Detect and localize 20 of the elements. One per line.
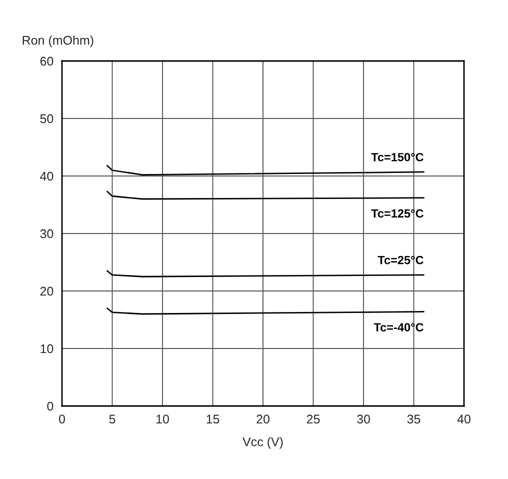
- x-tick-label: 20: [256, 414, 270, 424]
- line-series: [106, 190, 424, 200]
- x-axis-title: Vcc (V): [242, 437, 283, 449]
- x-tick-label: 15: [206, 414, 220, 424]
- y-tick-label: 20: [40, 286, 54, 296]
- y-tick-label: 30: [40, 229, 54, 238]
- y-tick-label: 60: [40, 56, 54, 66]
- y-tick-label: 40: [40, 172, 54, 181]
- line-series: [106, 164, 424, 176]
- y-tick-label: 50: [40, 114, 54, 124]
- x-tick-label: 5: [109, 414, 116, 424]
- y-tick-label: 10: [40, 344, 54, 354]
- y-tick-label: 0: [47, 402, 54, 411]
- x-tick-label: 0: [59, 414, 65, 424]
- x-tick-label: 40: [457, 414, 470, 424]
- x-tick-label: 30: [357, 414, 370, 424]
- x-tick-label: 35: [407, 414, 420, 424]
- x-tick-label: 10: [156, 414, 169, 424]
- x-tick-label: 25: [306, 414, 320, 424]
- y-axis-title: Ron (mOhm): [22, 36, 94, 48]
